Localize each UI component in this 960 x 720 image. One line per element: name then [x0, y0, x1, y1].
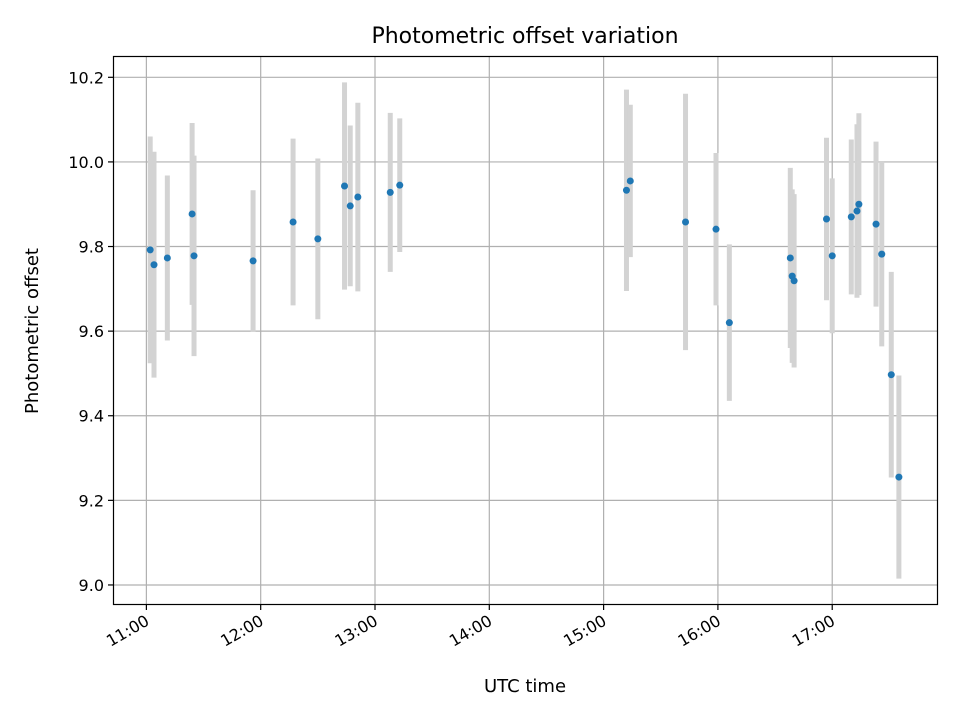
data-point [725, 319, 733, 327]
data-point [190, 252, 198, 260]
y-tick-label: 9.8 [79, 238, 104, 257]
data-point [314, 235, 322, 243]
data-point [188, 210, 196, 218]
data-point [386, 188, 394, 196]
data-point [289, 218, 297, 226]
y-tick-label: 10.2 [68, 68, 104, 87]
data-point [249, 257, 257, 265]
data-point [847, 213, 855, 221]
data-point [786, 254, 794, 262]
data-point [887, 371, 895, 379]
data-point [626, 177, 634, 185]
data-point [828, 252, 836, 260]
data-point [895, 473, 903, 481]
data-point [823, 215, 831, 223]
data-point [150, 261, 158, 269]
y-tick-label: 9.0 [79, 576, 104, 595]
data-point [853, 207, 861, 215]
data-point [790, 277, 798, 285]
y-tick-label: 9.4 [79, 407, 104, 426]
data-point [396, 181, 404, 189]
plot-frame [112, 55, 939, 606]
data-point [341, 182, 349, 190]
data-point [354, 193, 362, 201]
data-point [878, 250, 886, 258]
point-layer [146, 177, 903, 481]
data-point [346, 202, 354, 210]
y-axis-label: Photometric offset [22, 248, 43, 414]
chart-title: Photometric offset variation [371, 24, 678, 49]
data-point [682, 218, 690, 226]
data-point [712, 225, 720, 233]
y-tick-label: 9.2 [79, 491, 104, 510]
y-tick-label: 9.6 [79, 322, 104, 341]
y-tick-label: 10.0 [68, 153, 104, 172]
data-point [872, 220, 880, 228]
data-point [855, 200, 863, 208]
data-point [622, 186, 630, 194]
x-axis-label: UTC time [484, 676, 566, 697]
data-point [163, 254, 171, 262]
data-point [146, 246, 154, 254]
